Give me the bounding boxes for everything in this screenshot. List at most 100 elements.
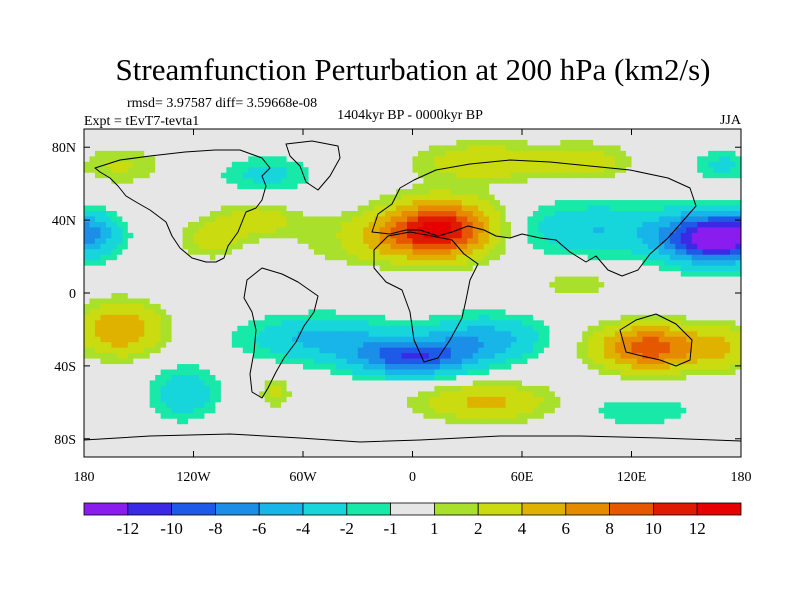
- field-cell: [324, 156, 331, 163]
- field-cell: [270, 189, 277, 196]
- field-cell: [461, 232, 468, 239]
- field-cell: [456, 331, 463, 338]
- field-cell: [658, 134, 665, 141]
- field-cell: [565, 232, 572, 239]
- field-cell: [669, 178, 676, 185]
- field-cell: [390, 271, 397, 278]
- field-cell: [324, 287, 331, 294]
- field-cell: [647, 314, 654, 321]
- field-cell: [220, 314, 227, 321]
- field-cell: [423, 183, 430, 190]
- field-cell: [84, 276, 91, 283]
- field-cell: [735, 260, 741, 267]
- field-cell: [357, 189, 364, 196]
- field-cell: [215, 303, 222, 310]
- field-cell: [445, 314, 452, 321]
- field-cell: [177, 172, 184, 179]
- field-cell: [401, 265, 408, 272]
- field-cell: [264, 227, 271, 234]
- field-cell: [319, 129, 326, 136]
- field-cell: [303, 276, 310, 283]
- field-cell: [505, 156, 512, 163]
- field-cell: [500, 200, 507, 207]
- field-cell: [445, 353, 452, 360]
- field-cell: [308, 320, 315, 327]
- field-cell: [532, 314, 540, 321]
- field-cell: [182, 150, 189, 157]
- field-cell: [94, 150, 102, 157]
- field-cell: [89, 303, 96, 310]
- field-cell: [138, 129, 145, 136]
- field-cell: [445, 139, 452, 146]
- field-cell: [259, 238, 266, 245]
- field-cell: [680, 134, 687, 141]
- field-cell: [122, 309, 129, 316]
- field-cell: [494, 200, 501, 207]
- field-cell: [587, 221, 594, 228]
- field-cell: [500, 254, 507, 261]
- field-cell: [549, 221, 556, 228]
- field-cell: [346, 145, 353, 152]
- field-cell: [587, 145, 594, 152]
- field-cell: [472, 249, 479, 256]
- field-cell: [193, 134, 200, 141]
- field-cell: [209, 145, 216, 152]
- field-cell: [330, 293, 337, 300]
- field-cell: [560, 221, 567, 228]
- field-cell: [478, 325, 485, 332]
- field-cell: [653, 271, 660, 278]
- field-cell: [505, 150, 512, 157]
- field-cell: [292, 347, 299, 354]
- field-cell: [155, 254, 162, 261]
- field-cell: [264, 178, 271, 185]
- field-cell: [193, 287, 200, 294]
- field-cell: [472, 139, 479, 146]
- field-cell: [160, 134, 167, 141]
- field-cell: [127, 287, 134, 294]
- field-cell: [708, 178, 715, 185]
- field-cell: [669, 303, 676, 310]
- field-cell: [237, 145, 244, 152]
- field-cell: [538, 276, 545, 283]
- field-cell: [609, 342, 616, 349]
- field-cell: [138, 189, 145, 196]
- field-cell: [445, 167, 452, 174]
- field-cell: [341, 314, 348, 321]
- field-cell: [357, 205, 364, 212]
- field-cell: [346, 150, 353, 157]
- field-cell: [439, 287, 446, 294]
- field-cell: [111, 211, 118, 218]
- field-cell: [500, 232, 507, 239]
- field-cell: [472, 303, 479, 310]
- field-cell: [259, 200, 266, 207]
- field-cell: [231, 129, 238, 136]
- field-cell: [231, 238, 238, 245]
- field-cell: [220, 150, 227, 157]
- field-cell: [133, 211, 140, 218]
- chart-title: Streamfunction Perturbation at 200 hPa (…: [116, 52, 711, 87]
- field-cell: [730, 194, 737, 201]
- field-cell: [532, 216, 540, 223]
- field-cell: [297, 325, 304, 332]
- field-cell: [264, 298, 271, 305]
- field-cell: [138, 200, 145, 207]
- field-cell: [275, 293, 282, 300]
- field-cell: [434, 347, 441, 354]
- field-cell: [636, 287, 644, 294]
- field-cell: [127, 145, 134, 152]
- field-cell: [281, 129, 288, 136]
- field-cell: [368, 320, 375, 327]
- field-cell: [620, 232, 627, 239]
- field-cell: [631, 129, 638, 136]
- field-cell: [248, 353, 255, 360]
- field-cell: [489, 331, 496, 338]
- field-cell: [160, 189, 167, 196]
- field-cell: [527, 254, 534, 261]
- field-cell: [483, 254, 490, 261]
- field-cell: [341, 293, 348, 300]
- field-cell: [324, 189, 331, 196]
- field-cell: [155, 276, 162, 283]
- field-cell: [735, 232, 741, 239]
- field-cell: [565, 139, 572, 146]
- field-cell: [330, 211, 337, 218]
